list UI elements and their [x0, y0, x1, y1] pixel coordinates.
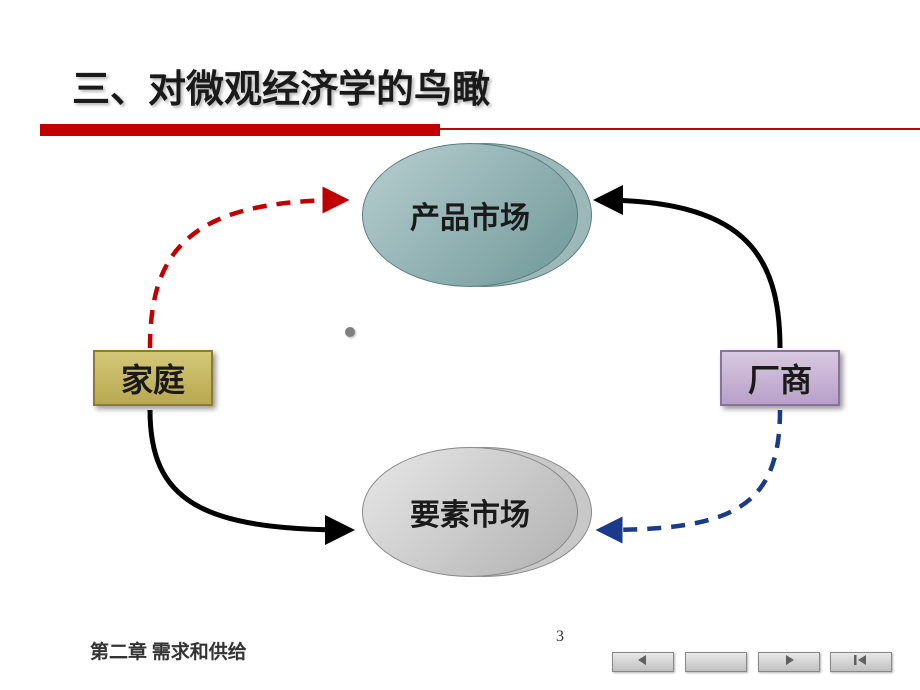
- slide-title: 三、对微观经济学的鸟瞰: [72, 58, 490, 113]
- next-icon: [782, 653, 796, 671]
- prev-icon: [636, 653, 650, 671]
- nav-next-button[interactable]: [758, 652, 820, 672]
- nav-first-button[interactable]: [830, 652, 892, 672]
- first-icon: [853, 653, 869, 671]
- nav-prev-button[interactable]: [612, 652, 674, 672]
- firm-node: 厂商: [720, 350, 840, 406]
- household-node: 家庭: [93, 350, 213, 406]
- edge-firm-to-product: [598, 200, 780, 348]
- title-underline-thick: [40, 124, 440, 136]
- slide: 三、对微观经济学的鸟瞰 产品市场 要素市场 家庭 厂商 第二: [0, 0, 920, 690]
- edge-household-to-factor: [150, 410, 350, 530]
- nav-blank-button[interactable]: [685, 652, 747, 672]
- household-label: 家庭: [121, 355, 185, 401]
- edge-firm-to-factor: [600, 410, 780, 530]
- title-underline-thin: [440, 128, 920, 130]
- center-dot: [345, 327, 355, 337]
- factor-market-node: 要素市场: [362, 447, 578, 577]
- firm-label: 厂商: [748, 355, 812, 401]
- product-market-label: 产品市场: [410, 193, 530, 237]
- edge-household-to-product: [150, 200, 345, 348]
- product-market-node: 产品市场: [362, 143, 578, 287]
- factor-market-label: 要素市场: [410, 490, 530, 534]
- page-number: 3: [556, 628, 564, 646]
- footer-chapter: 第二章 需求和供给: [90, 637, 247, 664]
